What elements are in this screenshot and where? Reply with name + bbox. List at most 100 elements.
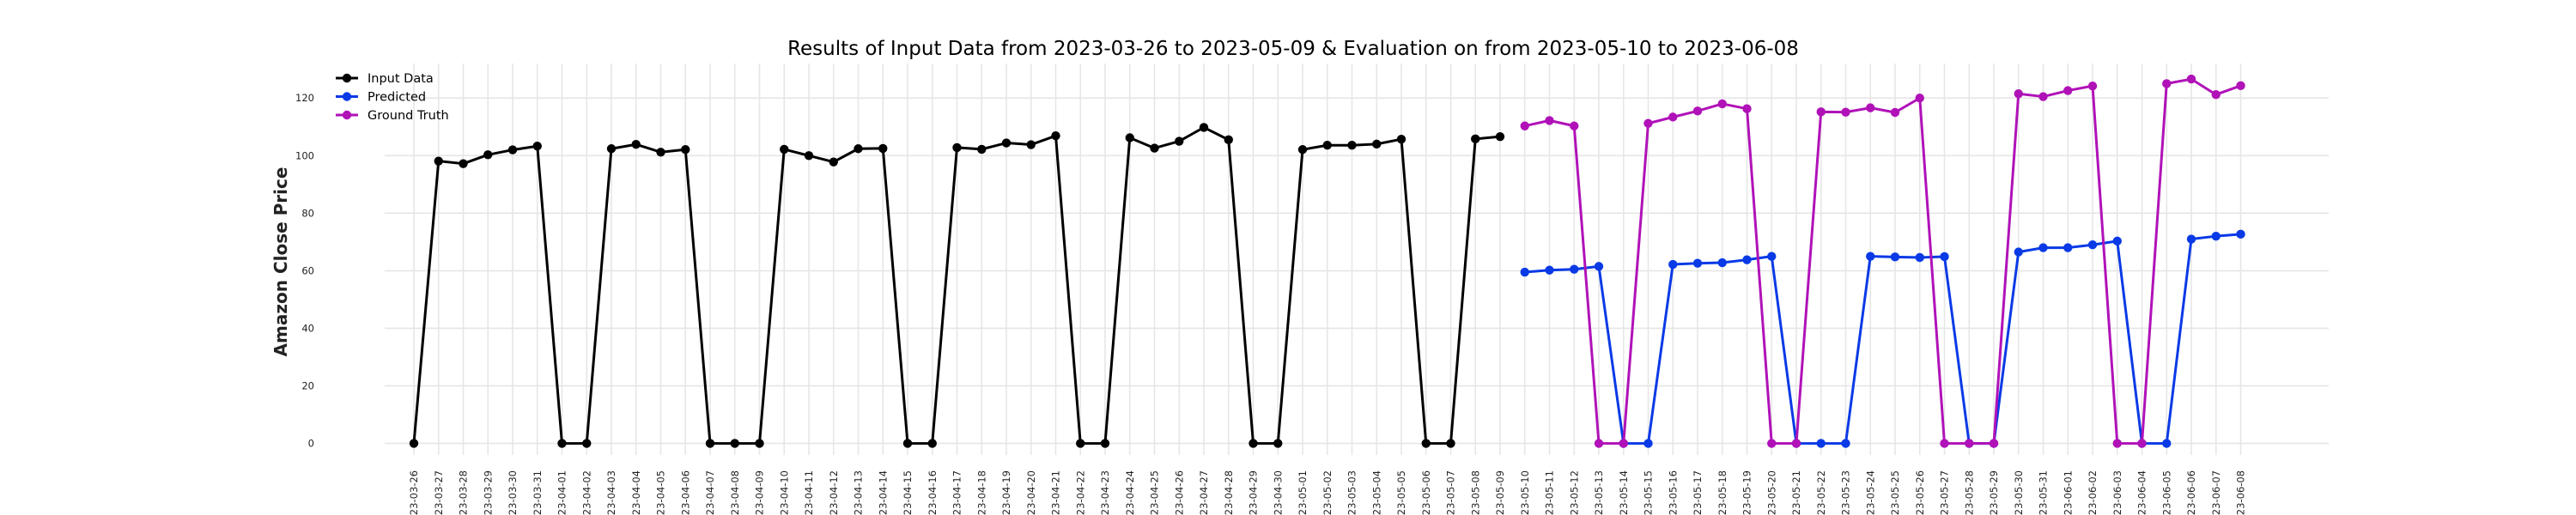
data-point-predicted bbox=[2162, 439, 2172, 448]
data-point-ground-truth bbox=[1940, 439, 1949, 448]
x-tick-label: 23-04-09 bbox=[754, 470, 766, 515]
series-ground-truth bbox=[1520, 74, 2245, 448]
x-tick-labels: 23-03-26 23-03-27 23-03-28 23-03-29 23-03-30… bbox=[408, 470, 2247, 515]
data-point-input-data bbox=[1199, 123, 1209, 132]
y-tick-label: 100 bbox=[295, 149, 314, 161]
data-point-predicted bbox=[2063, 243, 2073, 252]
x-tick-label: 23-05-04 bbox=[1370, 470, 1382, 515]
series-predicted bbox=[1520, 229, 2245, 448]
data-point-ground-truth bbox=[1570, 121, 1579, 130]
x-tick-label: 23-05-10 bbox=[1519, 470, 1531, 515]
x-tick-label: 23-05-25 bbox=[1889, 470, 1901, 515]
data-point-ground-truth bbox=[2137, 439, 2147, 448]
data-point-predicted bbox=[2186, 234, 2196, 244]
data-point-ground-truth bbox=[1668, 112, 1678, 122]
legend-label: Predicted bbox=[368, 91, 426, 105]
x-tick-label: 23-04-23 bbox=[1099, 470, 1111, 515]
x-tick-label: 23-05-03 bbox=[1346, 470, 1358, 515]
data-point-predicted bbox=[2038, 243, 2048, 252]
data-point-input-data bbox=[1125, 133, 1134, 142]
x-tick-label: 23-05-06 bbox=[1420, 470, 1432, 515]
x-tick-label: 23-05-21 bbox=[1790, 470, 1802, 515]
x-tick-label: 23-05-13 bbox=[1593, 470, 1605, 515]
x-tick-label: 23-04-20 bbox=[1025, 470, 1037, 515]
y-tick-label: 60 bbox=[301, 264, 314, 276]
legend-marker bbox=[342, 110, 352, 120]
x-tick-label: 23-05-11 bbox=[1544, 470, 1556, 515]
data-point-predicted bbox=[2014, 247, 2023, 257]
data-point-predicted bbox=[1841, 439, 1850, 448]
data-point-input-data bbox=[434, 156, 443, 166]
data-point-input-data bbox=[1372, 139, 1382, 149]
data-point-input-data bbox=[952, 142, 962, 153]
y-tick-label: 0 bbox=[308, 438, 314, 450]
data-point-input-data bbox=[755, 439, 764, 448]
data-point-input-data bbox=[1051, 130, 1060, 141]
x-tick-label: 23-04-12 bbox=[828, 470, 840, 515]
data-point-ground-truth bbox=[2063, 86, 2073, 95]
data-point-input-data bbox=[927, 439, 937, 448]
data-point-input-data bbox=[1495, 131, 1505, 142]
x-tick-label: 23-05-12 bbox=[1568, 470, 1580, 515]
data-point-input-data bbox=[730, 439, 739, 448]
data-point-ground-truth bbox=[1717, 99, 1727, 109]
x-tick-label: 23-04-28 bbox=[1223, 470, 1235, 515]
y-tick-label: 20 bbox=[301, 380, 314, 392]
x-tick-label: 23-05-15 bbox=[1643, 470, 1655, 515]
data-point-predicted bbox=[1742, 255, 1752, 264]
x-tick-label: 23-04-24 bbox=[1124, 470, 1136, 515]
data-point-input-data bbox=[878, 143, 888, 154]
data-point-predicted bbox=[1717, 258, 1727, 268]
data-point-input-data bbox=[902, 439, 913, 448]
x-tick-label: 23-05-14 bbox=[1618, 470, 1630, 515]
x-tick-label: 23-05-01 bbox=[1297, 470, 1309, 515]
data-point-ground-truth bbox=[2236, 81, 2245, 91]
x-tick-label: 23-05-23 bbox=[1840, 470, 1852, 515]
data-point-input-data bbox=[1273, 439, 1283, 448]
data-point-input-data bbox=[507, 145, 518, 154]
x-tick-label: 23-04-15 bbox=[902, 470, 914, 515]
data-point-input-data bbox=[1001, 138, 1012, 148]
x-tick-label: 23-04-10 bbox=[778, 470, 790, 515]
x-tick-label: 23-06-08 bbox=[2235, 470, 2247, 515]
data-point-input-data bbox=[1026, 140, 1036, 149]
data-point-input-data bbox=[1249, 439, 1258, 448]
legend-label: Input Data bbox=[368, 72, 434, 86]
x-tick-label: 23-04-03 bbox=[605, 470, 617, 515]
data-point-ground-truth bbox=[1841, 107, 1850, 117]
y-tick-label: 40 bbox=[301, 322, 314, 334]
data-point-input-data bbox=[854, 144, 863, 154]
data-point-predicted bbox=[1570, 264, 1579, 274]
y-tick-label: 120 bbox=[295, 92, 314, 104]
data-point-predicted bbox=[1692, 258, 1703, 268]
x-tick-label: 23-04-14 bbox=[877, 470, 889, 515]
x-tick-label: 23-04-26 bbox=[1173, 470, 1185, 515]
x-tick-label: 23-05-17 bbox=[1692, 470, 1704, 515]
data-point-input-data bbox=[1100, 439, 1110, 448]
data-point-input-data bbox=[483, 150, 493, 160]
data-point-predicted bbox=[2211, 231, 2221, 241]
x-tick-label: 23-03-31 bbox=[532, 470, 544, 515]
data-point-input-data bbox=[829, 157, 838, 167]
data-point-input-data bbox=[1347, 141, 1357, 150]
data-point-ground-truth bbox=[1816, 107, 1826, 117]
x-tick-label: 23-05-19 bbox=[1741, 470, 1753, 515]
data-point-predicted bbox=[2236, 229, 2245, 239]
x-tick-label: 23-04-22 bbox=[1074, 470, 1086, 515]
x-tick-label: 23-05-26 bbox=[1914, 470, 1926, 515]
data-point-input-data bbox=[532, 142, 542, 151]
x-tick-label: 23-05-28 bbox=[1963, 470, 1975, 515]
x-tick-label: 23-05-09 bbox=[1494, 470, 1506, 515]
data-point-ground-truth bbox=[2211, 90, 2221, 100]
x-tick-label: 23-06-07 bbox=[2210, 470, 2222, 515]
x-tick-label: 23-04-01 bbox=[556, 470, 568, 515]
x-tick-label: 23-04-11 bbox=[803, 470, 815, 515]
x-tick-label: 23-04-13 bbox=[853, 470, 865, 515]
x-tick-label: 23-05-07 bbox=[1445, 470, 1457, 515]
data-point-ground-truth bbox=[1866, 103, 1875, 112]
data-point-input-data bbox=[1471, 134, 1480, 144]
x-tick-label: 23-04-07 bbox=[704, 470, 716, 515]
x-tick-label: 23-03-27 bbox=[433, 470, 445, 515]
data-point-predicted bbox=[1594, 262, 1604, 271]
data-point-predicted bbox=[1668, 259, 1678, 270]
